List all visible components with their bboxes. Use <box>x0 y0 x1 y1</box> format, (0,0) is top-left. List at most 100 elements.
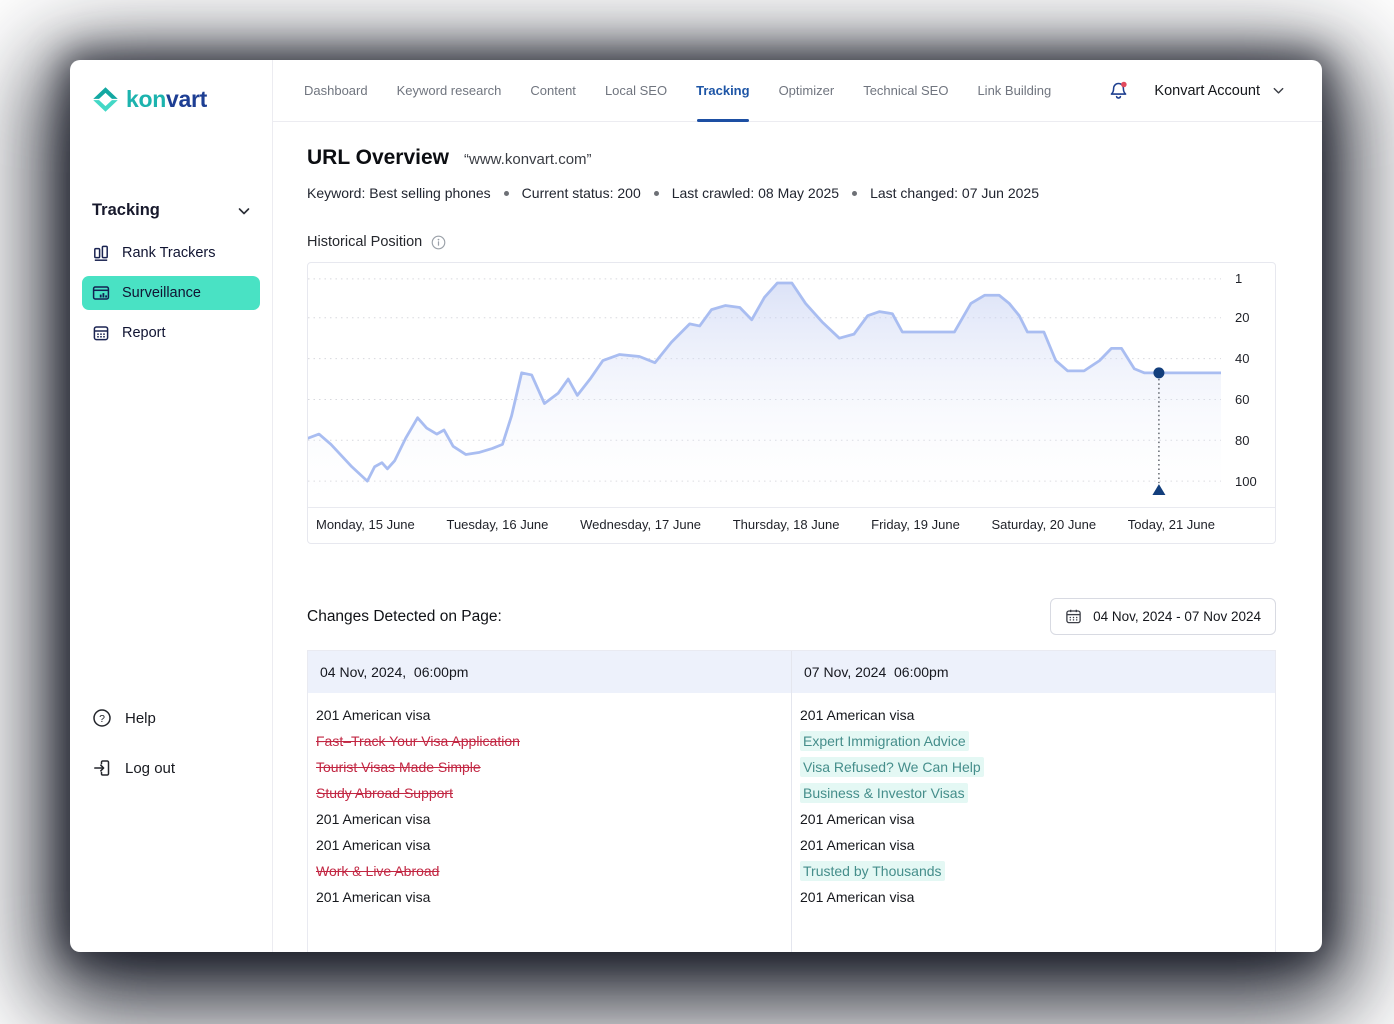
diff-row-text: Expert Immigration Advice <box>800 731 969 751</box>
diff-row-text: Visa Refused? We Can Help <box>800 757 984 777</box>
diff-row-text: 201 American visa <box>316 837 431 853</box>
info-icon[interactable] <box>431 235 446 250</box>
sidebar-section-tracking[interactable]: Tracking <box>92 201 252 220</box>
diff-column-2: 07 Nov, 2024 06:00pm 201 American visa Exp… <box>792 651 1275 952</box>
y-axis-tick: 100 <box>1235 474 1257 489</box>
diff-row: 201 American visa <box>316 806 779 832</box>
report-icon <box>92 324 110 342</box>
y-axis-tick: 20 <box>1235 309 1250 325</box>
sidebar-footer: ? Help Log out <box>92 708 175 808</box>
url-meta-row: Keyword: Best selling phones Current stat… <box>307 185 1276 201</box>
historical-position-header: Historical Position <box>307 234 1276 250</box>
calendar-icon <box>1065 608 1082 625</box>
url-meta-item: Keyword: Best selling phones <box>307 185 491 201</box>
diff-row: 201 American visa <box>316 702 779 728</box>
account-label: Konvart Account <box>1154 82 1260 99</box>
nav-item-local-seo[interactable]: Local SEO <box>604 83 668 98</box>
chevron-down-icon <box>1273 87 1284 94</box>
diff-row: 201 American visa <box>316 832 779 858</box>
nav-item-technical-seo[interactable]: Technical SEO <box>863 83 949 98</box>
changes-header-row: Changes Detected on Page: 04 Nov, 2024 -… <box>307 598 1276 635</box>
sidebar-footer-label: Log out <box>125 759 176 777</box>
diff-row: Work & Live Abroad <box>316 858 779 884</box>
sidebar-item-surveillance[interactable]: Surveillance <box>82 276 260 310</box>
notifications-button[interactable] <box>1107 79 1130 103</box>
position-chart-svg <box>308 278 1221 507</box>
x-axis-label: Saturday, 20 June <box>991 517 1097 532</box>
nav-item-optimizer[interactable]: Optimizer <box>778 83 835 98</box>
diff-row: 201 American visa <box>800 702 1263 728</box>
nav-item-link-building[interactable]: Link Building <box>977 83 1052 98</box>
nav-item-keyword-research[interactable]: Keyword research <box>396 83 502 98</box>
brand-wordmark: konvart <box>126 86 207 112</box>
diff-column-body: 201 American visa Fast–Track Your Visa Ap… <box>308 693 791 910</box>
date-range-button[interactable]: 04 Nov, 2024 - 07 Nov 2024 <box>1050 598 1276 635</box>
chart-x-axis: Monday, 15 June Tuesday, 16 June Wednesday… <box>308 508 1275 542</box>
diff-column-body: 201 American visa Expert Immigration Advi… <box>792 693 1275 910</box>
diff-row: 201 American visa <box>800 806 1263 832</box>
x-axis-label: Wednesday, 17 June <box>580 517 702 532</box>
diff-row: Visa Refused? We Can Help <box>800 754 1263 780</box>
sidebar-item-label: Report <box>122 325 166 341</box>
x-axis-label: Tuesday, 16 June <box>446 517 549 532</box>
nav-item-dashboard[interactable]: Dashboard <box>304 83 368 98</box>
diff-row-text: Study Abroad Support <box>316 785 453 801</box>
sidebar: konvart Tracking Rank Trackers Surveillan… <box>70 60 273 952</box>
help-icon: ? <box>92 708 112 728</box>
konvart-logo-icon <box>92 86 119 113</box>
nav-item-tracking[interactable]: Tracking <box>696 60 749 121</box>
chart-y-axis: 1 20 40 60 80 100 <box>1221 263 1275 507</box>
x-axis-label: Monday, 15 June <box>316 517 415 532</box>
url-meta-item: Current status: 200 <box>491 185 641 201</box>
diff-row: 201 American visa <box>800 884 1263 910</box>
notification-dot <box>1121 81 1128 87</box>
y-axis-tick: 40 <box>1235 350 1250 366</box>
diff-row-text: Business & Investor Visas <box>800 783 968 803</box>
diff-row-text: 201 American visa <box>316 811 431 827</box>
sidebar-footer-log-out[interactable]: Log out <box>92 758 175 778</box>
page-title: URL Overview <box>307 146 450 169</box>
chart-plot-area <box>308 263 1221 507</box>
sidebar-footer-help[interactable]: ? Help <box>92 708 175 728</box>
url-meta-item: Last crawled: 08 May 2025 <box>641 185 839 201</box>
y-axis-tick: 60 <box>1235 391 1250 407</box>
diff-row: 201 American visa <box>316 884 779 910</box>
diff-row: Expert Immigration Advice <box>800 728 1263 754</box>
bell-icon <box>1111 81 1128 99</box>
sidebar-item-report[interactable]: Report <box>82 316 260 350</box>
url-meta-item: Last changed: 07 Jun 2025 <box>839 185 1039 201</box>
diff-row: Fast–Track Your Visa Application <box>316 728 779 754</box>
y-axis-tick: 1 <box>1235 271 1243 286</box>
diff-row-text: Tourist Visas Made Simple <box>316 759 481 775</box>
date-range-label: 04 Nov, 2024 - 07 Nov 2024 <box>1093 609 1261 624</box>
brand-logo[interactable]: konvart <box>92 86 272 113</box>
top-nav: Dashboard Keyword research Content Local SE… <box>304 60 1051 121</box>
changes-diff-table: 04 Nov, 2024, 06:00pm 201 American visa Fa… <box>307 650 1276 952</box>
diff-column-header: 04 Nov, 2024, 06:00pm <box>308 651 791 693</box>
sidebar-item-rank-trackers[interactable]: Rank Trackers <box>82 236 260 270</box>
x-axis-label: Friday, 19 June <box>871 517 960 532</box>
diff-row: Business & Investor Visas <box>800 780 1263 806</box>
diff-row-text: 201 American visa <box>800 889 915 905</box>
rank-trackers-icon <box>92 244 110 262</box>
svg-text:?: ? <box>99 713 105 725</box>
chevron-down-icon <box>236 203 252 219</box>
changes-title: Changes Detected on Page: <box>307 607 502 625</box>
sidebar-items: Rank Trackers Surveillance Report <box>70 236 272 350</box>
diff-row-text: 201 American visa <box>316 889 431 905</box>
content: URL Overview “www.konvart.com” Keyword: … <box>273 122 1322 952</box>
logout-icon <box>92 758 112 778</box>
diff-row-text: 201 American visa <box>316 707 431 723</box>
chart-plot-row: 1 20 40 60 80 100 <box>308 263 1275 508</box>
diff-column-header: 07 Nov, 2024 06:00pm <box>792 651 1275 693</box>
topbar-right: Konvart Account <box>1107 79 1286 103</box>
nav-item-content[interactable]: Content <box>530 83 576 98</box>
surveillance-icon <box>92 284 110 302</box>
diff-row-text: Fast–Track Your Visa Application <box>316 733 520 749</box>
sidebar-item-label: Rank Trackers <box>122 245 216 261</box>
account-menu[interactable]: Konvart Account <box>1154 83 1286 99</box>
y-axis-tick: 80 <box>1235 432 1250 448</box>
diff-row: Study Abroad Support <box>316 780 779 806</box>
diff-row: 201 American visa <box>800 832 1263 858</box>
x-axis-label: Thursday, 18 June <box>732 517 840 532</box>
